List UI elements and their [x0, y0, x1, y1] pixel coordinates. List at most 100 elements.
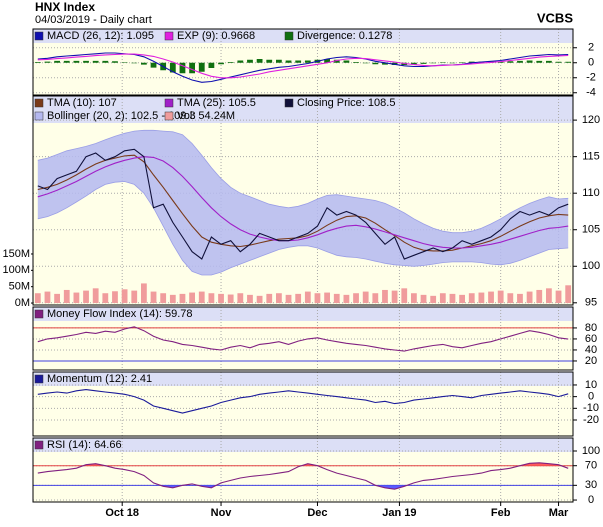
- volume-bar: [314, 293, 321, 304]
- divergence-bar: [536, 60, 543, 63]
- y-tick-label: 0: [588, 57, 594, 69]
- y-tick-label: 95: [585, 297, 597, 309]
- series-line: [37, 148, 569, 260]
- divergence-bar: [92, 60, 99, 63]
- y-tick-label: 100: [582, 260, 600, 272]
- y-tick-label: 20: [585, 355, 597, 367]
- y-tick-label: -4: [586, 87, 596, 99]
- legend-label: Bollinger (20, 2): 102.5 - 109.3: [47, 110, 196, 122]
- volume-bar: [112, 291, 118, 304]
- panel-border: [32, 437, 574, 503]
- y-tick-label: 80: [585, 322, 597, 334]
- y-tick-label: 115: [582, 151, 600, 163]
- volume-bar: [420, 294, 427, 304]
- volume-bar: [121, 289, 128, 304]
- divergence-bar: [44, 61, 51, 63]
- divergence-bar: [208, 62, 215, 68]
- legend-swatch: [34, 31, 44, 41]
- series-line: [37, 156, 569, 249]
- divergence-bar: [372, 62, 379, 65]
- legend-strip: [33, 372, 573, 386]
- volume-bar: [372, 293, 379, 304]
- plot-area: [33, 96, 573, 305]
- volume-bar: [44, 291, 51, 304]
- y-tick-label: 0: [588, 391, 594, 403]
- y-tick-label: 0: [588, 494, 594, 506]
- x-tick-label: Nov: [211, 507, 233, 519]
- legend-label: TMA (10): 107: [47, 97, 117, 109]
- legend-label: TMA (25): 105.5: [177, 97, 256, 109]
- volume-bar: [430, 295, 437, 304]
- y2-tick-label: 100M: [2, 264, 30, 276]
- volume-bar: [333, 293, 340, 304]
- y2-tick-label: 50M: [9, 281, 30, 293]
- volume-bar: [362, 291, 369, 304]
- volume-bar: [546, 288, 552, 304]
- x-tick-label: Oct 18: [105, 507, 139, 519]
- bollinger-upper: [37, 129, 569, 234]
- volume-bar: [131, 290, 138, 304]
- divergence-bar: [546, 60, 552, 63]
- volume-bar: [488, 291, 494, 304]
- divergence-bar: [189, 62, 195, 74]
- volume-bar: [382, 289, 388, 304]
- volume-bar: [565, 285, 572, 304]
- divergence-bar: [112, 61, 118, 63]
- legend-label: Closing Price: 108.5: [297, 97, 395, 109]
- volume-bar: [478, 292, 485, 304]
- divergence-bar: [565, 61, 572, 63]
- y-tick-label: -2: [586, 72, 596, 84]
- legend-swatch: [164, 111, 174, 121]
- legend-strip: [33, 438, 573, 452]
- divergence-bar: [324, 59, 330, 63]
- divergence-bar: [343, 60, 350, 63]
- panel-bg: [33, 96, 573, 305]
- volume-bar: [497, 290, 504, 304]
- legend-strip: [33, 96, 573, 123]
- legend-swatch: [34, 374, 44, 384]
- volume-bar: [401, 288, 408, 304]
- volume-bar: [63, 289, 70, 304]
- y2-tick-label: 0M: [15, 297, 30, 309]
- divergence-bar: [382, 62, 388, 65]
- volume-bar: [507, 293, 514, 304]
- volume-bar: [179, 293, 186, 304]
- legend-swatch: [164, 98, 174, 108]
- divergence-bar: [526, 60, 533, 63]
- volume-bar: [34, 293, 41, 304]
- divergence-bar: [420, 62, 427, 64]
- y-tick-label: 30: [585, 479, 597, 491]
- volume-bar: [73, 292, 80, 304]
- volume-bar: [411, 293, 417, 304]
- divergence-bar: [266, 59, 273, 63]
- divergence-bar: [83, 60, 89, 63]
- divergence-bar: [439, 62, 446, 63]
- divergence-bar: [179, 62, 186, 74]
- legend-label: RSI (14): 64.66: [47, 439, 122, 451]
- divergence-bar: [459, 62, 465, 63]
- legend-label: Momentum (12): 2.41: [47, 373, 152, 385]
- panel-border: [32, 371, 574, 437]
- divergence-bar: [218, 62, 224, 65]
- series-line: [37, 53, 569, 79]
- volume-bar: [353, 293, 359, 304]
- volume-bar: [92, 288, 99, 304]
- divergence-bar: [102, 60, 109, 63]
- divergence-bar: [237, 60, 244, 63]
- volume-bar: [256, 295, 263, 304]
- legend-label: Vol: 54.24M: [177, 110, 235, 122]
- divergence-bar: [285, 60, 292, 63]
- y-tick-label: 10: [585, 379, 597, 391]
- series-line: [37, 326, 569, 352]
- volume-bar: [189, 292, 195, 304]
- legend-swatch: [34, 98, 44, 108]
- legend-label: Money Flow Index (14): 59.78: [47, 308, 193, 320]
- volume-bar: [536, 289, 543, 304]
- volume-bar: [449, 293, 456, 304]
- legend-swatch: [34, 309, 44, 319]
- volume-bar: [343, 294, 350, 304]
- divergence-bar: [304, 60, 311, 63]
- divergence-bar: [121, 62, 128, 63]
- oversold-fill: [37, 485, 569, 490]
- y-tick-label: 100: [582, 445, 600, 457]
